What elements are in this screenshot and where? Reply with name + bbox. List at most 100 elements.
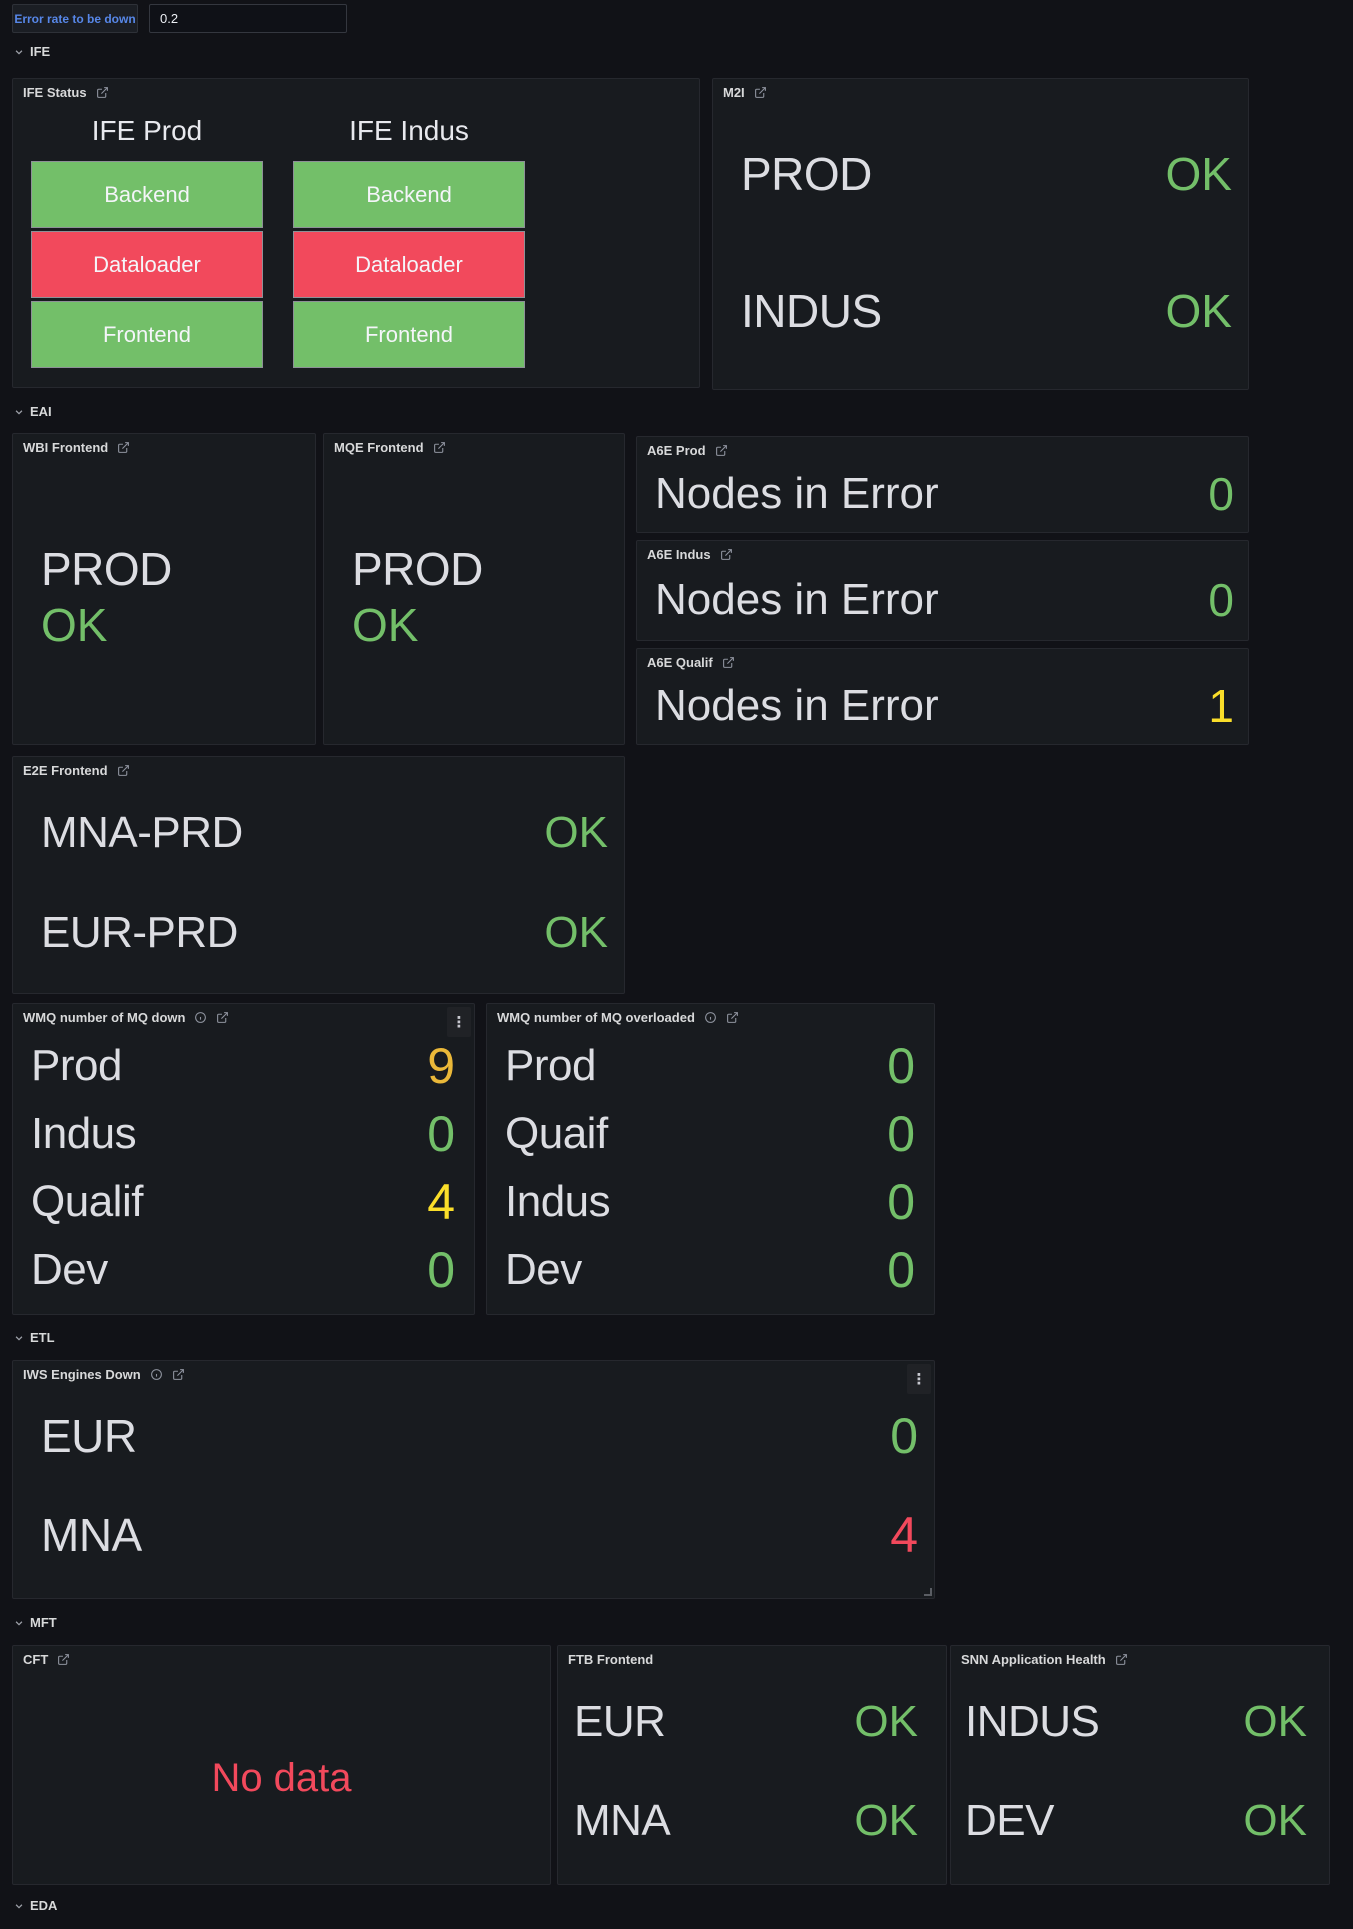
stat-name: PROD bbox=[741, 147, 872, 200]
panel-ftb-frontend: FTB Frontend EUR OK MNA OK bbox=[557, 1645, 947, 1885]
section-row-ife[interactable]: IFE bbox=[14, 44, 50, 59]
stat-name: PROD bbox=[352, 543, 483, 595]
panel-title[interactable]: WMQ number of MQ overloaded bbox=[497, 1009, 695, 1025]
external-link-icon[interactable] bbox=[96, 86, 109, 99]
stat-name: EUR bbox=[574, 1696, 666, 1746]
stat-row: Prod 9 bbox=[13, 1032, 474, 1100]
external-link-icon[interactable] bbox=[715, 444, 728, 457]
stat-value: OK bbox=[1165, 147, 1232, 200]
stat-value: 4 bbox=[427, 1174, 455, 1230]
stat-row: Nodes in Error 0 bbox=[637, 461, 1248, 526]
chevron-down-icon bbox=[14, 47, 24, 57]
panel-title[interactable]: WBI Frontend bbox=[23, 439, 109, 455]
info-icon[interactable] bbox=[150, 1368, 163, 1381]
stat-row: INDUS OK bbox=[951, 1672, 1329, 1771]
stat-row: Nodes in Error 1 bbox=[637, 673, 1248, 738]
stat-value: 0 bbox=[887, 1174, 915, 1230]
panel-m2i: M2I PROD OK INDUS OK bbox=[712, 78, 1249, 390]
stat-name: MNA bbox=[574, 1795, 671, 1845]
panel-a6e-qualif: A6E Qualif Nodes in Error 1 bbox=[636, 648, 1249, 745]
stat-name: DEV bbox=[965, 1795, 1054, 1845]
panel-title[interactable]: E2E Frontend bbox=[23, 762, 108, 778]
stat-value: OK bbox=[854, 1795, 918, 1845]
info-icon[interactable] bbox=[704, 1011, 717, 1024]
stat-value: OK bbox=[1243, 1696, 1307, 1746]
panel-title[interactable]: A6E Qualif bbox=[647, 654, 713, 670]
panel-title[interactable]: SNN Application Health bbox=[961, 1651, 1106, 1667]
stat-name: MNA-PRD bbox=[41, 808, 243, 857]
stat-name: Qualif bbox=[31, 1177, 143, 1226]
panel-title[interactable]: A6E Prod bbox=[647, 442, 706, 458]
stat-row: Indus 0 bbox=[13, 1100, 474, 1168]
stat-row: Nodes in Error 0 bbox=[637, 565, 1248, 634]
stat-value: OK bbox=[41, 599, 108, 651]
external-link-icon[interactable] bbox=[117, 764, 130, 777]
external-link-icon[interactable] bbox=[726, 1011, 739, 1024]
stat-name: Dev bbox=[31, 1245, 108, 1294]
section-title: MFT bbox=[30, 1615, 57, 1630]
stat-name: MNA bbox=[41, 1508, 142, 1561]
section-title: EDA bbox=[30, 1898, 58, 1913]
section-row-eda[interactable]: EDA bbox=[14, 1898, 57, 1913]
panel-title[interactable]: IWS Engines Down bbox=[23, 1366, 141, 1382]
external-link-icon[interactable] bbox=[754, 86, 767, 99]
stat-name: Indus bbox=[505, 1177, 611, 1226]
variable-value-input[interactable] bbox=[149, 4, 347, 33]
panel-title[interactable]: CFT bbox=[23, 1651, 49, 1667]
external-link-icon[interactable] bbox=[117, 441, 130, 454]
panel-wmq-mq-down: WMQ number of MQ down ⋮ Prod 9 Indus 0 Q… bbox=[12, 1003, 475, 1315]
chevron-down-icon bbox=[14, 1333, 24, 1343]
stat-value: 0 bbox=[890, 1408, 918, 1465]
stat-name: EUR bbox=[41, 1410, 137, 1463]
stat-row: PROD OK bbox=[713, 105, 1248, 242]
kebab-menu-icon[interactable]: ⋮ bbox=[447, 1007, 471, 1037]
stat-name: Dev bbox=[505, 1245, 582, 1294]
stat-value: OK bbox=[544, 808, 608, 857]
section-title: IFE bbox=[30, 44, 51, 59]
panel-title[interactable]: IFE Status bbox=[23, 84, 87, 100]
stat-row: MNA OK bbox=[558, 1771, 946, 1870]
panel-resize-handle[interactable] bbox=[924, 1588, 932, 1596]
stat-value: OK bbox=[352, 599, 419, 651]
chevron-down-icon bbox=[14, 1618, 24, 1628]
panel-snn-application-health: SNN Application Health INDUS OK DEV OK bbox=[950, 1645, 1330, 1885]
panel-title[interactable]: A6E Indus bbox=[647, 546, 711, 562]
panel-title[interactable]: WMQ number of MQ down bbox=[23, 1009, 186, 1025]
kebab-menu-icon[interactable]: ⋮ bbox=[907, 1364, 931, 1394]
section-title: EAI bbox=[30, 404, 52, 419]
stat-name: Indus bbox=[31, 1109, 137, 1158]
panel-title[interactable]: M2I bbox=[723, 84, 745, 100]
statusmap-column-header: IFE Prod bbox=[91, 115, 203, 146]
external-link-icon[interactable] bbox=[172, 1368, 185, 1381]
external-link-icon[interactable] bbox=[433, 441, 446, 454]
external-link-icon[interactable] bbox=[216, 1011, 229, 1024]
panel-title[interactable]: MQE Frontend bbox=[334, 439, 424, 455]
stat-name: Nodes in Error bbox=[655, 680, 939, 730]
section-row-mft[interactable]: MFT bbox=[14, 1615, 57, 1630]
panel-iws-engines-down: IWS Engines Down ⋮ EUR 0 MNA 4 bbox=[12, 1360, 935, 1599]
info-icon[interactable] bbox=[194, 1011, 207, 1024]
no-data-message: No data bbox=[211, 1755, 352, 1800]
external-link-icon[interactable] bbox=[720, 548, 733, 561]
external-link-icon[interactable] bbox=[57, 1653, 70, 1666]
panel-mqe-frontend: MQE Frontend PROD OK bbox=[323, 433, 625, 745]
section-row-etl[interactable]: ETL bbox=[14, 1330, 55, 1345]
stat-name: Prod bbox=[31, 1041, 122, 1090]
stat-value: 4 bbox=[890, 1506, 918, 1563]
stat-name: Prod bbox=[505, 1041, 596, 1090]
external-link-icon[interactable] bbox=[1115, 1653, 1128, 1666]
panel-title[interactable]: FTB Frontend bbox=[568, 1651, 654, 1667]
status-cell: Backend bbox=[31, 161, 263, 228]
stat-value: OK bbox=[544, 908, 608, 957]
stat-value: 9 bbox=[427, 1038, 455, 1094]
external-link-icon[interactable] bbox=[722, 656, 735, 669]
stat-row: Dev 0 bbox=[13, 1236, 474, 1304]
status-cell: Dataloader bbox=[31, 231, 263, 298]
stat-name: Nodes in Error bbox=[655, 574, 939, 624]
stat-name: EUR-PRD bbox=[41, 908, 238, 957]
section-row-eai[interactable]: EAI bbox=[14, 404, 52, 419]
stat-value: 0 bbox=[1208, 573, 1234, 626]
chevron-down-icon bbox=[14, 407, 24, 417]
panel-a6e-indus: A6E Indus Nodes in Error 0 bbox=[636, 540, 1249, 641]
